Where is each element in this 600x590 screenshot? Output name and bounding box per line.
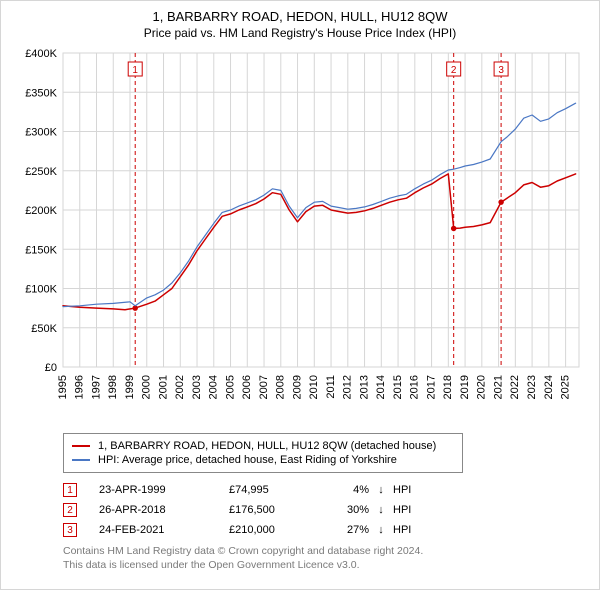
svg-text:2024: 2024	[543, 375, 555, 399]
chart-title: 1, BARBARRY ROAD, HEDON, HULL, HU12 8QW	[13, 9, 587, 24]
svg-text:2012: 2012	[342, 375, 354, 399]
svg-text:2013: 2013	[358, 375, 370, 399]
svg-text:1996: 1996	[74, 375, 86, 399]
svg-text:2014: 2014	[375, 375, 387, 399]
svg-text:2019: 2019	[459, 375, 471, 399]
event-hpi-label: HPI	[393, 504, 433, 516]
svg-text:£400K: £400K	[25, 48, 57, 60]
legend-row: HPI: Average price, detached house, East…	[72, 454, 454, 466]
footer-line2: This data is licensed under the Open Gov…	[63, 559, 587, 573]
legend-swatch-hpi	[72, 459, 90, 461]
svg-text:2000: 2000	[141, 375, 153, 399]
svg-text:2001: 2001	[157, 375, 169, 399]
svg-text:1995: 1995	[57, 375, 69, 399]
legend: 1, BARBARRY ROAD, HEDON, HULL, HU12 8QW …	[63, 433, 463, 473]
svg-text:2016: 2016	[409, 375, 421, 399]
event-marker-2: 2	[63, 503, 77, 517]
event-marker-3: 3	[63, 523, 77, 537]
svg-text:£150K: £150K	[25, 244, 57, 256]
footer-attribution: Contains HM Land Registry data © Crown c…	[63, 545, 587, 572]
legend-row: 1, BARBARRY ROAD, HEDON, HULL, HU12 8QW …	[72, 440, 454, 452]
chart-container: 1, BARBARRY ROAD, HEDON, HULL, HU12 8QW …	[0, 0, 600, 590]
footer-line1: Contains HM Land Registry data © Crown c…	[63, 545, 587, 559]
event-pct: 4%	[329, 484, 369, 496]
svg-text:2025: 2025	[560, 375, 572, 399]
svg-text:2018: 2018	[442, 375, 454, 399]
svg-text:2009: 2009	[291, 375, 303, 399]
event-row: 2 26-APR-2018 £176,500 30% ↓ HPI	[63, 503, 587, 517]
down-arrow-icon: ↓	[369, 484, 393, 496]
legend-swatch-price	[72, 445, 90, 447]
svg-text:2017: 2017	[425, 375, 437, 399]
svg-text:2005: 2005	[224, 375, 236, 399]
svg-text:£50K: £50K	[31, 323, 57, 335]
svg-text:2004: 2004	[208, 375, 220, 399]
svg-text:2003: 2003	[191, 375, 203, 399]
svg-text:2: 2	[451, 65, 457, 76]
line-chart-svg: £0 £50K £100K £150K £200K £250K £300K £350K £400…	[13, 48, 589, 423]
svg-text:2010: 2010	[308, 375, 320, 399]
svg-text:£350K: £350K	[25, 87, 57, 99]
event-pct: 27%	[329, 524, 369, 536]
svg-text:2015: 2015	[392, 375, 404, 399]
svg-text:1997: 1997	[90, 375, 102, 399]
down-arrow-icon: ↓	[369, 504, 393, 516]
svg-text:2008: 2008	[275, 375, 287, 399]
event-row: 3 24-FEB-2021 £210,000 27% ↓ HPI	[63, 523, 587, 537]
svg-text:2022: 2022	[509, 375, 521, 399]
chart-area: £0 £50K £100K £150K £200K £250K £300K £350K £400…	[13, 48, 587, 423]
svg-text:2007: 2007	[258, 375, 270, 399]
event-row: 1 23-APR-1999 £74,995 4% ↓ HPI	[63, 483, 587, 497]
svg-text:2011: 2011	[325, 375, 337, 399]
event-pct: 30%	[329, 504, 369, 516]
svg-text:1998: 1998	[107, 375, 119, 399]
event-hpi-label: HPI	[393, 524, 433, 536]
event-hpi-label: HPI	[393, 484, 433, 496]
event-date: 26-APR-2018	[99, 504, 229, 516]
legend-label-price: 1, BARBARRY ROAD, HEDON, HULL, HU12 8QW …	[98, 440, 436, 452]
event-date: 23-APR-1999	[99, 484, 229, 496]
down-arrow-icon: ↓	[369, 524, 393, 536]
svg-text:2002: 2002	[174, 375, 186, 399]
svg-text:£250K: £250K	[25, 166, 57, 178]
svg-text:2020: 2020	[476, 375, 488, 399]
svg-text:£200K: £200K	[25, 205, 57, 217]
svg-text:3: 3	[498, 65, 504, 76]
event-marker-1: 1	[63, 483, 77, 497]
events-table: 1 23-APR-1999 £74,995 4% ↓ HPI 2 26-APR-…	[63, 483, 587, 537]
svg-text:2021: 2021	[492, 375, 504, 399]
svg-text:2006: 2006	[241, 375, 253, 399]
svg-text:£300K: £300K	[25, 127, 57, 139]
event-price: £210,000	[229, 524, 329, 536]
event-price: £176,500	[229, 504, 329, 516]
legend-label-hpi: HPI: Average price, detached house, East…	[98, 454, 397, 466]
event-date: 24-FEB-2021	[99, 524, 229, 536]
svg-text:£0: £0	[45, 362, 57, 374]
svg-text:1: 1	[132, 65, 138, 76]
chart-subtitle: Price paid vs. HM Land Registry's House …	[13, 26, 587, 40]
svg-text:2023: 2023	[526, 375, 538, 399]
svg-text:£100K: £100K	[25, 284, 57, 296]
svg-text:1999: 1999	[124, 375, 136, 399]
event-price: £74,995	[229, 484, 329, 496]
